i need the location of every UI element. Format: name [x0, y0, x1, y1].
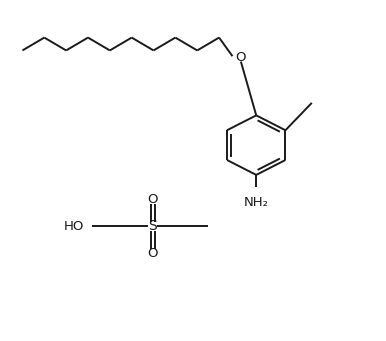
Text: O: O	[147, 193, 158, 206]
Text: S: S	[148, 219, 157, 233]
Text: O: O	[235, 51, 246, 64]
Text: NH₂: NH₂	[244, 196, 269, 209]
Text: HO: HO	[63, 220, 84, 233]
Text: O: O	[147, 247, 158, 260]
